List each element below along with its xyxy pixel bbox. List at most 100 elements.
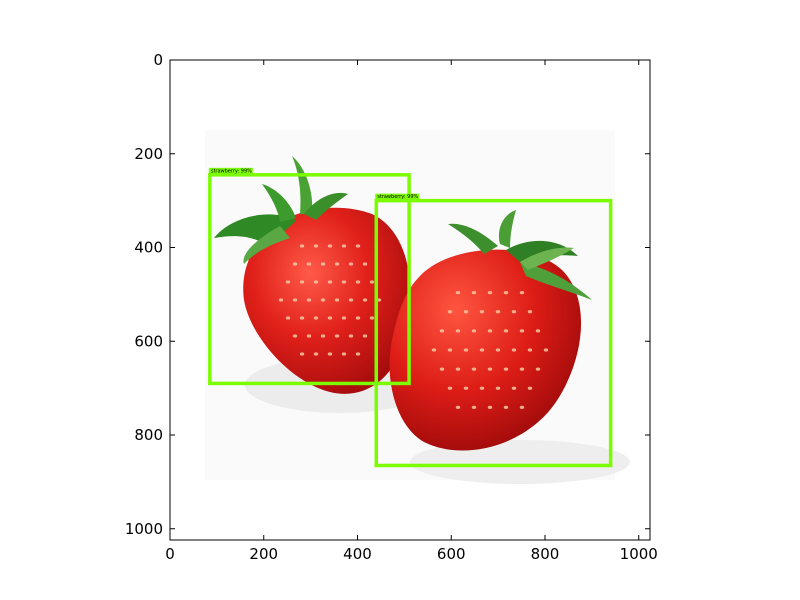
x-tick-label: 400	[343, 545, 372, 563]
seed-mark	[334, 334, 340, 338]
seed-mark	[479, 348, 485, 352]
seed-mark	[355, 316, 361, 320]
y-tick-label: 1000	[125, 520, 163, 538]
seed-mark	[543, 348, 549, 352]
seed-mark	[535, 329, 541, 333]
y-tick-label: 400	[134, 239, 163, 257]
seed-mark	[479, 386, 485, 390]
seed-mark	[471, 329, 477, 333]
seed-mark	[285, 280, 291, 284]
seed-mark	[285, 316, 291, 320]
seed-mark	[348, 334, 354, 338]
x-tick-label: 0	[165, 545, 175, 563]
seed-mark	[527, 310, 533, 314]
seed-mark	[292, 298, 298, 302]
seed-mark	[495, 348, 501, 352]
seed-mark	[292, 262, 298, 266]
seed-mark	[299, 316, 305, 320]
seed-mark	[341, 280, 347, 284]
seed-mark	[463, 386, 469, 390]
seed-mark	[306, 298, 312, 302]
seed-mark	[455, 291, 461, 295]
detection-label: strawberry: 99%	[377, 194, 418, 200]
seed-mark	[313, 316, 319, 320]
seed-mark	[341, 316, 347, 320]
x-tick-label: 600	[437, 545, 466, 563]
strawberry-right	[389, 210, 592, 451]
y-tick-label: 0	[153, 51, 163, 69]
seed-mark	[362, 334, 368, 338]
seed-mark	[362, 298, 368, 302]
seed-mark	[471, 291, 477, 295]
seed-mark	[503, 367, 509, 371]
seed-mark	[334, 262, 340, 266]
seed-mark	[487, 405, 493, 409]
seed-mark	[455, 367, 461, 371]
seed-mark	[519, 367, 525, 371]
seed-mark	[348, 262, 354, 266]
x-tick-label: 1000	[620, 545, 658, 563]
detection-label: strawberry: 99%	[211, 168, 252, 174]
seed-mark	[503, 291, 509, 295]
seed-mark	[503, 405, 509, 409]
seed-mark	[519, 329, 525, 333]
seed-mark	[463, 348, 469, 352]
seed-mark	[495, 386, 501, 390]
seed-mark	[355, 280, 361, 284]
seed-mark	[320, 298, 326, 302]
seed-mark	[278, 298, 284, 302]
seed-mark	[327, 316, 333, 320]
seed-mark	[487, 291, 493, 295]
strawberry-left	[214, 156, 411, 394]
seed-mark	[471, 405, 477, 409]
seed-mark	[527, 386, 533, 390]
seed-mark	[519, 291, 525, 295]
seed-mark	[327, 280, 333, 284]
seed-mark	[511, 386, 517, 390]
seed-mark	[479, 310, 485, 314]
seed-mark	[519, 405, 525, 409]
seed-mark	[463, 310, 469, 314]
seed-mark	[348, 298, 354, 302]
seed-mark	[431, 348, 437, 352]
seed-mark	[313, 244, 319, 248]
x-tick-label: 200	[249, 545, 278, 563]
seed-mark	[341, 244, 347, 248]
seed-mark	[447, 310, 453, 314]
seed-mark	[369, 280, 375, 284]
seed-mark	[355, 352, 361, 356]
detection-box	[374, 198, 613, 468]
seed-mark	[320, 262, 326, 266]
seed-mark	[313, 280, 319, 284]
seed-mark	[355, 244, 361, 248]
seed-mark	[369, 316, 375, 320]
seed-mark	[439, 329, 445, 333]
seed-mark	[313, 352, 319, 356]
seed-mark	[362, 262, 368, 266]
y-tick-label: 600	[134, 332, 163, 350]
seed-mark	[511, 348, 517, 352]
y-tick-label: 200	[134, 145, 163, 163]
seed-mark	[471, 367, 477, 371]
seed-mark	[327, 244, 333, 248]
seed-mark	[439, 367, 445, 371]
seed-mark	[306, 334, 312, 338]
seed-mark	[535, 367, 541, 371]
detection-label-bg	[208, 167, 253, 174]
seed-mark	[299, 280, 305, 284]
y-tick-label: 800	[134, 426, 163, 444]
seed-mark	[292, 334, 298, 338]
seed-mark	[447, 348, 453, 352]
seed-mark	[299, 244, 305, 248]
seed-mark	[487, 367, 493, 371]
seed-mark	[527, 348, 533, 352]
seed-mark	[455, 405, 461, 409]
seed-mark	[327, 352, 333, 356]
seed-mark	[299, 352, 305, 356]
seed-mark	[341, 352, 347, 356]
seed-mark	[334, 298, 340, 302]
detection-box	[208, 173, 411, 386]
seed-mark	[503, 329, 509, 333]
